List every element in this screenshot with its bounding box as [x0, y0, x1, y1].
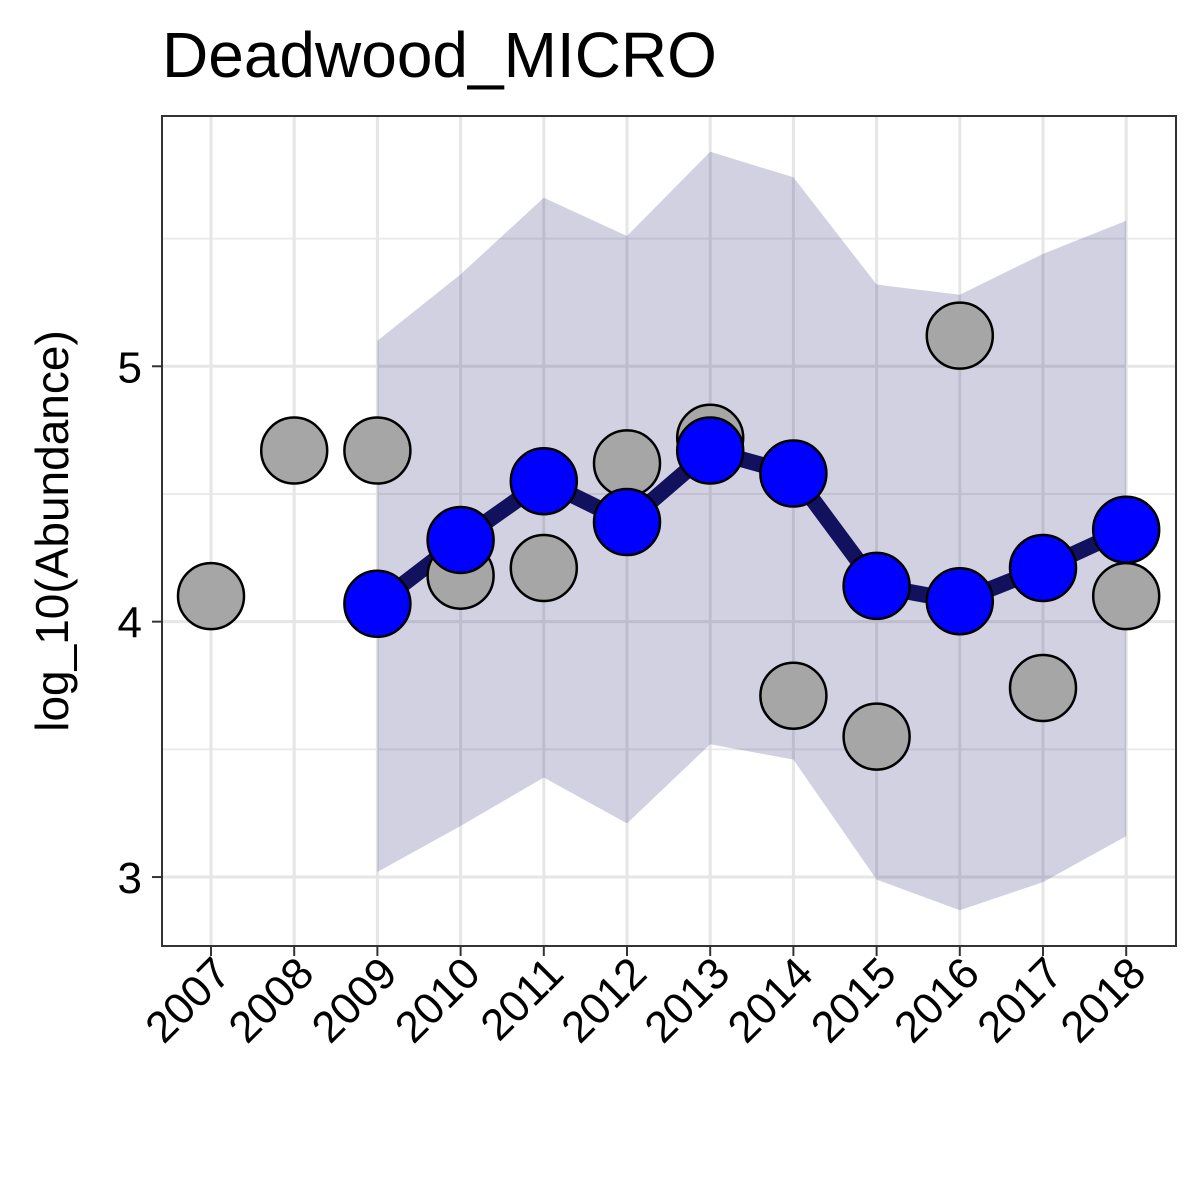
x-tick-label: 2011 [471, 948, 573, 1050]
y-tick-label: 4 [118, 599, 142, 648]
estimate-line-layer [369, 442, 1135, 612]
estimate-point [842, 551, 911, 621]
x-tick-label: 2014 [719, 948, 823, 1052]
y-axis-label: log_10(Abundance) [26, 330, 78, 732]
y-tick-label: 3 [118, 854, 142, 903]
estimate-point [343, 569, 412, 639]
x-tick-label: 2007 [136, 948, 240, 1052]
observed-point [176, 561, 246, 631]
estimate-line [369, 442, 1135, 612]
panel-border [161, 115, 1177, 947]
chart-title: Deadwood_MICRO [162, 19, 717, 91]
x-tick-label: 2009 [303, 948, 407, 1052]
observed-point [925, 301, 995, 370]
estimate-point [1008, 533, 1078, 603]
x-tick-label: 2010 [386, 948, 490, 1052]
observed-point [259, 416, 329, 485]
y-axis-ticks: 3 4 5 [118, 343, 162, 903]
x-tick-label: 2018 [1051, 948, 1155, 1052]
x-tick-label: 2015 [802, 948, 906, 1052]
x-tick-label: 2016 [885, 948, 989, 1052]
observed-point [1008, 653, 1078, 723]
x-tick-label: 2008 [219, 948, 323, 1052]
estimate-point [759, 439, 828, 508]
estimate-point [426, 505, 495, 575]
observed-point [343, 416, 412, 485]
y-tick-label: 5 [118, 343, 142, 392]
estimate-point [509, 446, 579, 516]
estimate-point [1091, 495, 1161, 564]
estimate-point [675, 416, 745, 485]
estimate-point [925, 566, 995, 636]
observed-point [509, 533, 579, 603]
estimate-points-layer [343, 416, 1161, 639]
observed-point [592, 429, 662, 498]
observed-point [842, 702, 911, 771]
x-tick-label: 2013 [635, 948, 739, 1052]
estimate-point [592, 487, 662, 557]
observed-point [1091, 561, 1161, 631]
observed-point [759, 661, 828, 730]
x-tick-label: 2017 [968, 948, 1072, 1052]
x-axis-ticks: 2007200820092010201120122013201420152016… [136, 946, 1155, 1052]
x-tick-label: 2012 [552, 948, 656, 1052]
